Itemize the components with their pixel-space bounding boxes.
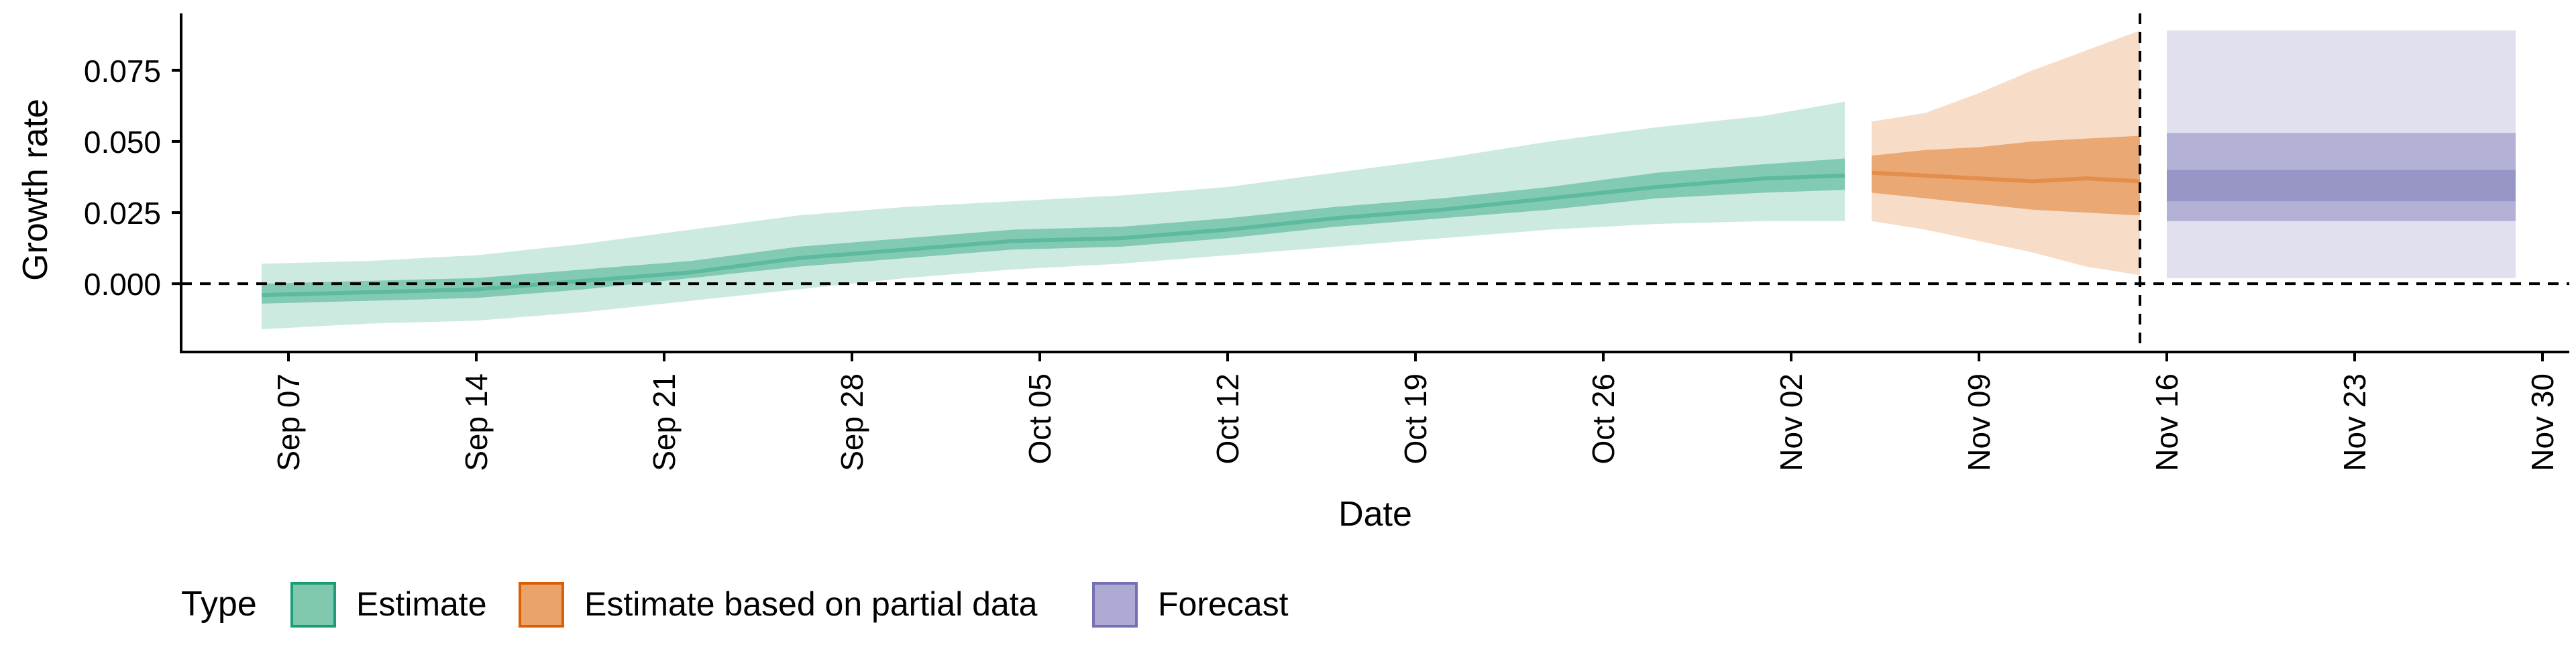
x-axis-label: Date [1338,495,1412,534]
legend-swatch-estimate [290,582,336,628]
y-axis-label: Growth rate [16,99,55,281]
x-tick-label: Sep 07 [271,373,306,471]
x-tick-label: Nov 02 [1774,373,1809,471]
x-tick-label: Nov 09 [1962,373,1996,471]
x-tick-label: Oct 05 [1022,373,1057,465]
legend-label-estimate-based-on-partial-data: Estimate based on partial data [584,585,1038,623]
x-tick-label: Nov 23 [2337,373,2372,471]
legend-label-estimate: Estimate [356,585,487,623]
legend-label-forecast: Forecast [1158,585,1289,623]
y-tick-label: 0.050 [84,125,161,160]
estimate-based-on-partial-data-band-50 [1872,135,2140,216]
estimate-band-50 [262,158,1845,304]
x-tick-label: Oct 12 [1210,373,1245,465]
estimate-band-90 [262,101,1845,330]
x-tick-label: Nov 16 [2149,373,2184,471]
x-tick-label: Oct 19 [1398,373,1433,465]
legend-title: Type [181,585,257,624]
estimate-based-on-partial-data-band-90 [1872,30,2140,276]
y-tick-label: 0.075 [84,54,161,89]
x-tick-label: Sep 28 [835,373,869,471]
x-tick-label: Nov 30 [2525,373,2560,471]
legend-swatch-forecast [1092,582,1138,628]
y-tick-label: 0.025 [84,196,161,231]
x-tick-label: Sep 14 [459,373,494,471]
estimate-based-on-partial-data-median-line [1871,170,2141,184]
estimate-median-line [261,173,1845,298]
forecast-band-20 [2167,170,2516,202]
legend-swatch-estimate-based-on-partial-data [519,582,564,628]
y-tick-label: 0.000 [84,267,161,302]
x-tick-label: Oct 26 [1586,373,1621,465]
forecast-band-50 [2167,133,2516,221]
x-tick-label: Sep 21 [647,373,682,471]
forecast-band-90 [2167,30,2516,278]
